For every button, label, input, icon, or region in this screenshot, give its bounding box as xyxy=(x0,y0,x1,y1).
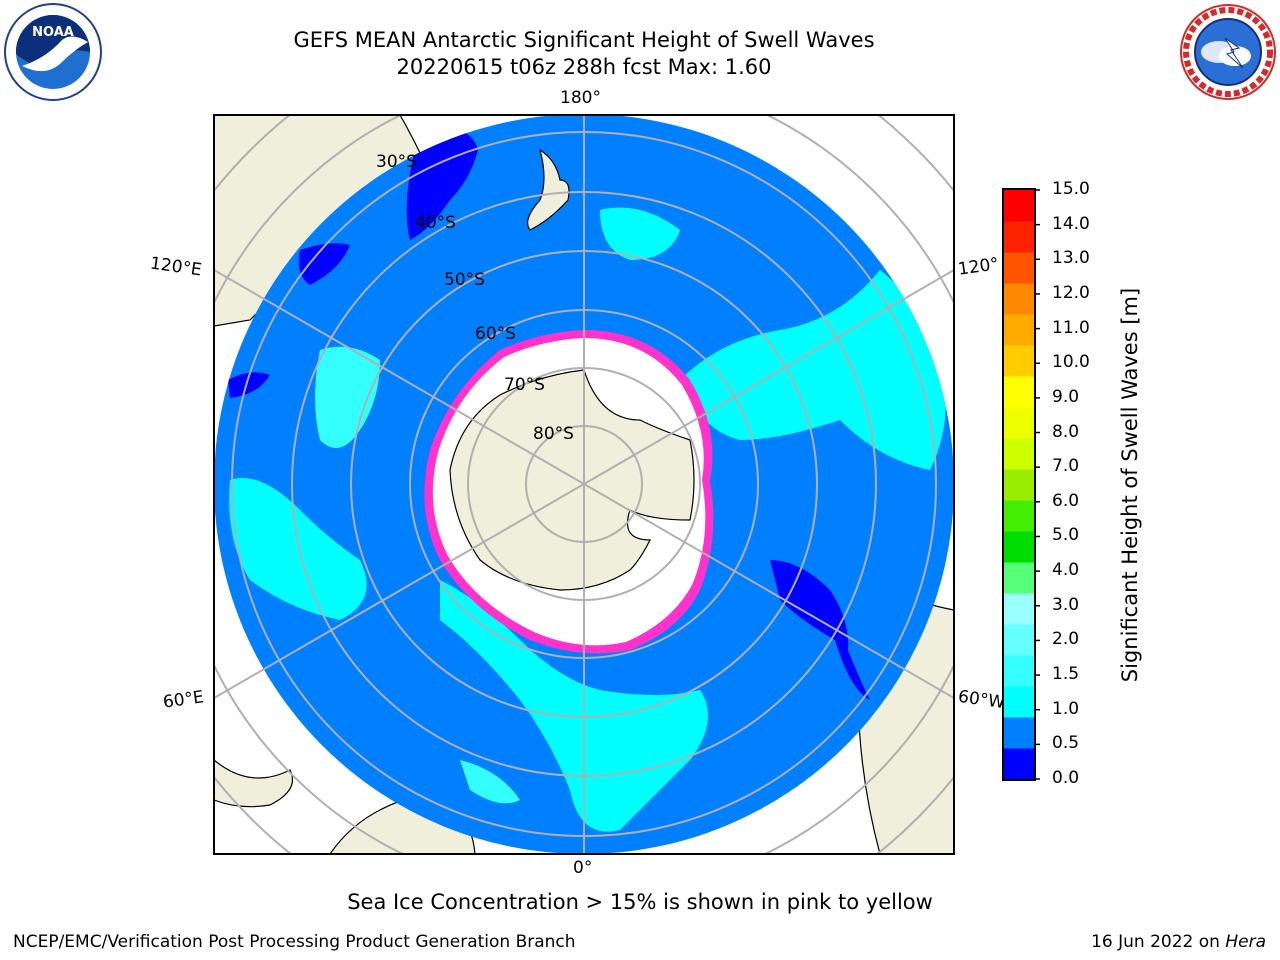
colorbar-bin xyxy=(1004,655,1034,687)
low-swell-patch xyxy=(298,243,350,285)
colorbar-bin xyxy=(1004,562,1034,594)
colorbar-tick-label: 14.0 xyxy=(1052,213,1090,234)
sea-ice-caption: Sea Ice Concentration > 15% is shown in … xyxy=(347,890,933,914)
swell-region xyxy=(229,478,367,620)
swell-region xyxy=(600,207,680,260)
swell-region xyxy=(440,580,708,832)
swell-region xyxy=(315,346,380,448)
chart-title: GEFS MEAN Antarctic Significant Height o… xyxy=(293,28,875,52)
low-swell-patch xyxy=(228,372,270,398)
colorbar-tick-label: 9.0 xyxy=(1052,386,1080,407)
lat-label-30s: 30°S xyxy=(376,152,417,172)
colorbar-bin xyxy=(1004,314,1034,346)
lat-label-70s: 70°S xyxy=(504,375,545,395)
colorbar-title: Significant Height of Swell Waves [m] xyxy=(1118,287,1142,683)
colorbar-tick-label: 13.0 xyxy=(1052,248,1090,269)
colorbar-tick-label: 7.0 xyxy=(1052,456,1080,477)
colorbar-bin xyxy=(1004,686,1034,718)
footer-credit: NCEP/EMC/Verification Post Processing Pr… xyxy=(13,932,576,952)
colorbar-bin xyxy=(1004,407,1034,439)
colorbar-tick-label: 2.0 xyxy=(1052,629,1080,650)
colorbar-bin xyxy=(1004,531,1034,563)
colorbar-bin xyxy=(1004,624,1034,656)
graticule xyxy=(214,115,954,854)
colorbar-tick-label: 1.0 xyxy=(1052,698,1080,719)
colorbar-bin xyxy=(1004,345,1034,377)
colorbar-tick-label: 6.0 xyxy=(1052,490,1080,511)
lon-label-180: 180° xyxy=(560,88,601,108)
colorbar-bin xyxy=(1004,748,1034,780)
colorbar-tick-label: 5.0 xyxy=(1052,525,1080,546)
colorbar-bin xyxy=(1004,221,1034,253)
footer-date: 16 Jun 2022 on Hera xyxy=(1091,932,1266,952)
lat-label-60s: 60°S xyxy=(475,324,516,344)
colorbar-tick-label: 3.0 xyxy=(1052,594,1080,615)
colorbar-tick-label: 4.0 xyxy=(1052,560,1080,581)
footer-date-text: 16 Jun 2022 on xyxy=(1091,932,1226,952)
national-weather-service-logo xyxy=(1180,4,1276,100)
noaa-logo-text: NOAA xyxy=(32,25,74,40)
lat-label-40s: 40°S xyxy=(415,213,456,233)
colorbar-bin xyxy=(1004,252,1034,284)
lat-label-80s: 80°S xyxy=(533,424,574,444)
colorbar-tick-label: 1.5 xyxy=(1052,664,1080,685)
madagascar-land xyxy=(214,759,294,808)
colorbar xyxy=(1002,188,1040,781)
colorbar-bin xyxy=(1004,376,1034,408)
footer-machine: Hera xyxy=(1225,932,1266,952)
colorbar-bin xyxy=(1004,593,1034,625)
swell-region xyxy=(460,760,520,804)
colorbar-tick-label: 11.0 xyxy=(1052,317,1090,338)
colorbar-tick-label: 10.0 xyxy=(1052,352,1090,373)
colorbar-bin xyxy=(1004,500,1034,532)
colorbar-bin xyxy=(1004,469,1034,501)
new-zealand-land xyxy=(527,148,570,231)
lon-label-0: 0° xyxy=(573,858,593,878)
colorbar-tick-label: 8.0 xyxy=(1052,421,1080,442)
colorbar-tick-label: 0.0 xyxy=(1052,768,1080,788)
low-swell-patch xyxy=(406,127,478,240)
colorbar-bin xyxy=(1004,283,1034,315)
chart-subtitle: 20220615 t06z 288h fcst Max: 1.60 xyxy=(396,55,772,79)
colorbar-bin xyxy=(1004,190,1034,222)
noaa-logo: NOAA xyxy=(4,3,102,101)
colorbar-tick-label: 15.0 xyxy=(1052,179,1090,199)
colorbar-tick-label: 12.0 xyxy=(1052,282,1090,303)
colorbar-bin xyxy=(1004,438,1034,470)
lat-label-50s: 50°S xyxy=(444,270,485,290)
map-frame xyxy=(213,114,955,855)
colorbar-bin xyxy=(1004,717,1034,749)
low-swell-patch xyxy=(770,560,870,700)
antarctica-land xyxy=(449,369,695,591)
colorbar-tick-label: 0.5 xyxy=(1052,733,1080,754)
